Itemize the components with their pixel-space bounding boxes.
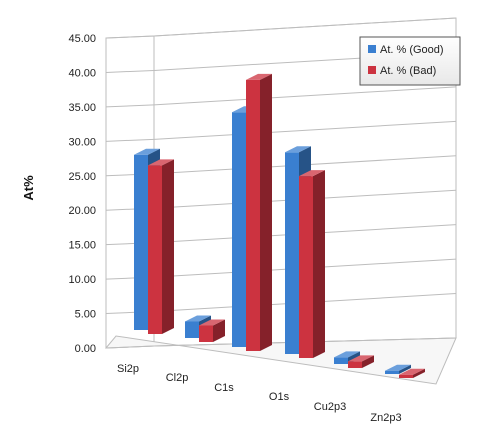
x-axis-labels: Si2p Cl2p C1s O1s Cu2p3 Zn2p3 (117, 363, 402, 424)
x-tick-label-cl2p: Cl2p (166, 372, 189, 384)
bar-o1s-good-top (285, 146, 311, 153)
y-tick-label: 0.00 (75, 343, 96, 355)
y-tick-label: 15.00 (68, 240, 96, 252)
bar-zn2p3-bad-top (399, 368, 425, 375)
bar-c1s-good-front (232, 112, 246, 347)
gridline-side (105, 35, 155, 39)
bar-cu2p3-bad (348, 355, 374, 368)
bar-o1s-good-front (285, 152, 299, 354)
bar-cl2p-bad (199, 319, 225, 342)
x-tick-label-c1s: C1s (214, 382, 234, 394)
gridline (153, 86, 457, 106)
bar-zn2p3-bad-side (413, 368, 425, 378)
bar-o1s-bad (299, 170, 325, 358)
legend-swatch-bad (368, 66, 376, 74)
bar-c1s-bad-side (260, 73, 272, 351)
bar-zn2p3-good-top (385, 364, 411, 371)
gridline-side (105, 104, 155, 108)
bar-cl2p-bad-side (213, 319, 225, 342)
bar-cu2p3-bad-front (348, 361, 362, 368)
bar-si2p-good-top (134, 148, 160, 155)
bar-o1s-bad-top (299, 170, 325, 177)
bar-cu2p3-good-front (334, 357, 348, 364)
bar-si2p-bad-side (162, 159, 174, 334)
y-tick-label: 10.00 (68, 274, 96, 286)
gridline (153, 120, 457, 140)
bar-zn2p3-good-front (385, 370, 399, 374)
legend-label-bad: At. % (Bad) (380, 65, 436, 77)
bar-cl2p-good-front (185, 321, 199, 338)
bar-si2p-bad (148, 159, 174, 334)
y-tick-label: 20.00 (68, 205, 96, 217)
bar-c1s-bad (246, 73, 272, 351)
x-tick-label-si2p: Si2p (117, 363, 139, 375)
bar-zn2p3-good-side (399, 364, 411, 374)
gridline (153, 17, 457, 37)
x-tick-label-cu2p3: Cu2p3 (314, 401, 346, 413)
bar-zn2p3-bad (399, 368, 425, 378)
y-tick-label: 35.00 (68, 102, 96, 114)
gridline-side (105, 69, 155, 73)
y-tick-label: 30.00 (68, 136, 96, 148)
legend-swatch-good (368, 45, 376, 53)
bar-si2p-good-front (134, 154, 148, 330)
legend-label-good: At. % (Good) (380, 44, 444, 56)
bar-cu2p3-good-top (334, 351, 360, 358)
bar-cl2p-bad-top (199, 319, 225, 326)
y-axis-ticks: 0.00 5.00 10.00 15.00 20.00 25.00 30.00 35.00 40… (68, 33, 96, 355)
bar-cl2p-good-top (185, 315, 211, 322)
bar-o1s-bad-front (299, 176, 313, 358)
bar-si2p-bad-front (148, 165, 162, 334)
bar-c1s-bad-top (246, 73, 272, 80)
x-tick-label-o1s: O1s (269, 391, 290, 403)
y-tick-label: 5.00 (75, 309, 96, 321)
gridline-side (105, 345, 155, 349)
bar-zn2p3-good (385, 364, 411, 374)
x-tick-label-zn2p3: Zn2p3 (370, 412, 401, 424)
bar-c1s-bad-front (246, 79, 260, 351)
bar-si2p-bad-top (148, 159, 174, 166)
bar-series (134, 73, 425, 378)
bar-cu2p3-bad-top (348, 355, 374, 362)
y-axis-title: At% (21, 175, 36, 201)
y-tick-label: 45.00 (68, 33, 96, 45)
y-tick-label: 40.00 (68, 67, 96, 79)
bar-o1s-bad-side (313, 170, 325, 358)
y-tick-label: 25.00 (68, 171, 96, 183)
bar-cu2p3-bad-side (362, 355, 374, 368)
bar-zn2p3-bad-front (399, 374, 413, 378)
legend: At. % (Good) At. % (Bad) (359, 36, 461, 86)
legend-box (359, 36, 461, 86)
gridline-side (105, 138, 155, 142)
bar-cl2p-bad-front (199, 325, 213, 342)
